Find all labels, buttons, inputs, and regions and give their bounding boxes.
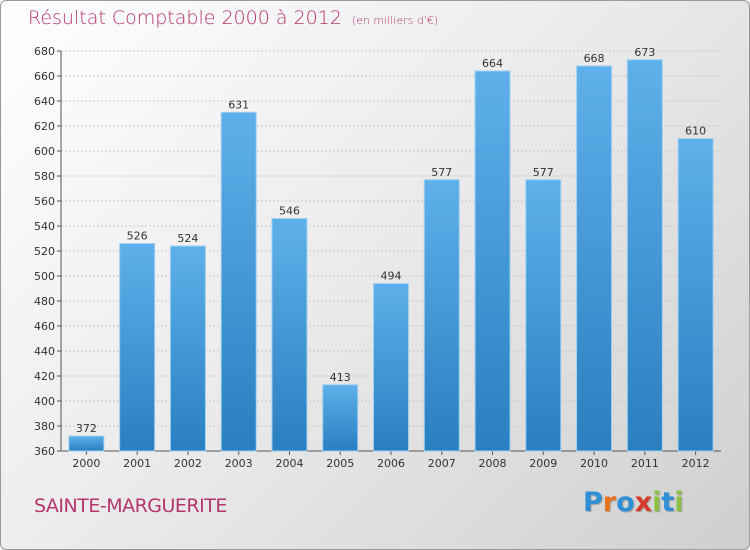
- bar: [525, 179, 562, 452]
- bar-value-label: 526: [127, 230, 148, 243]
- y-tick-label: 480: [34, 295, 55, 308]
- bar-value-label: 668: [584, 52, 605, 65]
- y-tick-label: 440: [34, 345, 55, 358]
- x-tick-label: 2005: [326, 457, 354, 470]
- chart-subtitle: (en milliers d'€): [351, 14, 439, 27]
- bar-value-label: 546: [279, 205, 300, 218]
- y-tick-label: 360: [34, 445, 55, 458]
- bar-value-label: 413: [330, 371, 351, 384]
- x-tick-label: 2012: [682, 457, 710, 470]
- bar-value-label: 494: [381, 270, 402, 283]
- y-tick-label: 580: [34, 170, 55, 183]
- bars: [68, 59, 714, 452]
- bar-value-label: 577: [533, 166, 554, 179]
- y-tick-label: 640: [34, 95, 55, 108]
- y-tick-label: 460: [34, 320, 55, 333]
- bar: [474, 70, 511, 452]
- bar: [576, 65, 613, 452]
- x-tick-label: 2004: [275, 457, 303, 470]
- labels: 360 380 400 420 440 460 480 500 520 540 560 580 600 6…: [34, 45, 710, 470]
- bar: [677, 138, 714, 452]
- proxiti-logo: Proxiti: [583, 487, 684, 518]
- logo-letter: o: [616, 487, 635, 518]
- y-tick-label: 660: [34, 70, 55, 83]
- bar: [271, 218, 308, 452]
- logo-letter: x: [634, 487, 653, 518]
- y-tick-label: 620: [34, 120, 55, 133]
- bar-value-label: 372: [76, 422, 97, 435]
- bar: [220, 111, 257, 452]
- bar: [626, 59, 663, 452]
- bar: [423, 179, 460, 452]
- y-tick-label: 680: [34, 45, 55, 58]
- bar-value-label: 631: [228, 98, 249, 111]
- x-tick-label: 2007: [428, 457, 456, 470]
- y-tick-label: 380: [34, 420, 55, 433]
- bar-value-label: 610: [685, 125, 706, 138]
- x-tick-label: 2009: [529, 457, 557, 470]
- bar-value-label: 577: [431, 166, 452, 179]
- x-tick-label: 2003: [225, 457, 253, 470]
- x-tick-label: 2001: [123, 457, 151, 470]
- y-tick-label: 540: [34, 220, 55, 233]
- y-tick-label: 400: [34, 395, 55, 408]
- town-name: SAINTE-MARGUERITE: [34, 495, 227, 517]
- bar: [119, 243, 156, 452]
- bar: [169, 245, 206, 452]
- logo-letter: r: [602, 487, 617, 518]
- bar: [322, 384, 359, 452]
- x-tick-label: 2010: [580, 457, 608, 470]
- logo-letter: i: [674, 487, 684, 518]
- bar-value-label: 524: [177, 232, 198, 245]
- bar: [373, 283, 409, 452]
- logo-letter: i: [652, 487, 662, 518]
- x-tick-label: 2008: [479, 457, 507, 470]
- x-tick-label: 2011: [631, 457, 659, 470]
- bar-value-label: 664: [482, 57, 503, 70]
- bar: [68, 435, 105, 452]
- logo-letter: t: [661, 487, 675, 518]
- y-tick-label: 420: [34, 370, 55, 383]
- bar-value-label: 673: [634, 46, 655, 59]
- y-tick-label: 500: [34, 270, 55, 283]
- chart-title: Résultat Comptable 2000 à 2012 (en millie…: [28, 7, 438, 29]
- title-text: Résultat Comptable 2000 à 2012: [28, 7, 342, 29]
- y-tick-label: 600: [34, 145, 55, 158]
- y-tick-label: 560: [34, 195, 55, 208]
- x-tick-label: 2000: [72, 457, 100, 470]
- x-tick-label: 2006: [377, 457, 405, 470]
- y-tick-label: 520: [34, 245, 55, 258]
- logo-letter: P: [583, 487, 603, 518]
- x-tick-label: 2002: [174, 457, 202, 470]
